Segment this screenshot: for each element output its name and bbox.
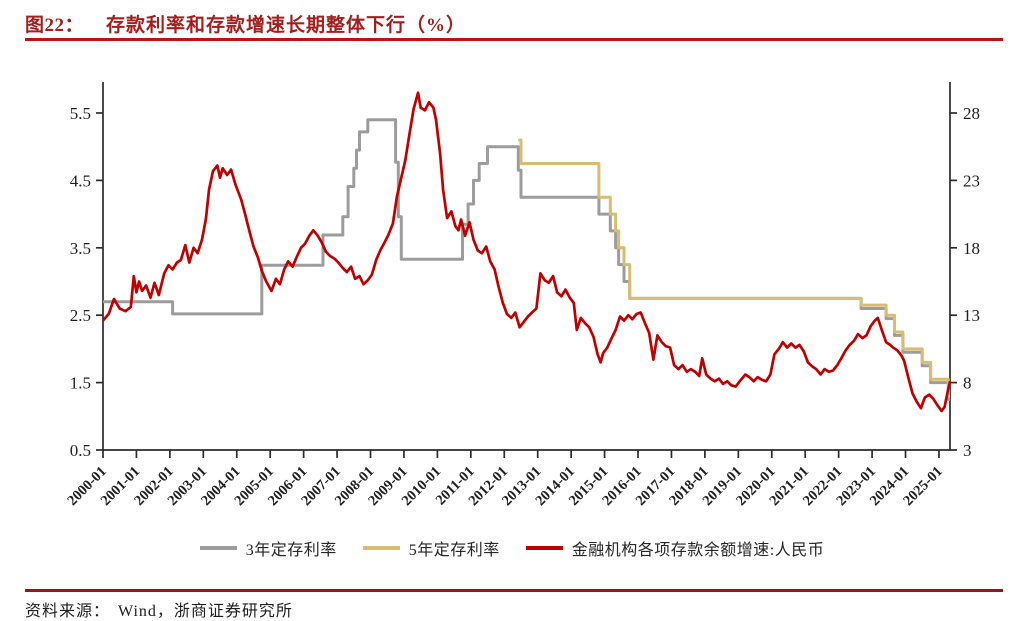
header-divider-rule <box>25 38 1003 41</box>
svg-text:23: 23 <box>963 171 980 190</box>
legend-item-3y: 3年定存利率 <box>199 536 337 560</box>
legend-label-deposit-growth: 金融机构各项存款余额增速:人民币 <box>571 542 825 559</box>
svg-text:3.5: 3.5 <box>70 239 91 258</box>
series-2-line <box>101 91 952 413</box>
svg-text:8: 8 <box>963 374 972 393</box>
legend-label-5y: 5年定存利率 <box>408 542 500 559</box>
svg-text:5.5: 5.5 <box>70 104 91 123</box>
svg-text:18: 18 <box>963 239 980 258</box>
legend-item-deposit-growth: 金融机构各项存款余额增速:人民币 <box>525 536 825 560</box>
figure-header: 图22： 存款利率和存款增速长期整体下行（%） <box>25 10 466 37</box>
source-text: Wind，浙商证券研究所 <box>118 603 293 620</box>
source-label: 资料来源： <box>25 603 111 620</box>
figure-title: 存款利率和存款增速长期整体下行（%） <box>106 15 467 36</box>
figure-number: 图22： <box>25 15 85 36</box>
source-line: 资料来源： Wind，浙商证券研究所 <box>25 597 293 621</box>
axes <box>102 82 951 451</box>
footer-divider-rule <box>25 589 1003 592</box>
series-0-line <box>103 118 950 401</box>
svg-text:1.5: 1.5 <box>70 374 91 393</box>
svg-text:28: 28 <box>963 104 980 123</box>
legend-label-3y: 3年定存利率 <box>245 542 337 559</box>
legend-swatch-5y-line <box>362 546 400 550</box>
svg-text:4.5: 4.5 <box>70 171 91 190</box>
svg-text:2.5: 2.5 <box>70 306 91 325</box>
legend-swatch-3y-line <box>199 546 237 550</box>
legend-swatch-deposit-growth-line <box>525 546 563 550</box>
svg-text:3: 3 <box>963 441 972 460</box>
legend-item-5y: 5年定存利率 <box>362 536 500 560</box>
chart-legend: 3年定存利率 5年定存利率 金融机构各项存款余额增速:人民币 <box>0 536 1024 560</box>
series-1-line <box>518 138 950 398</box>
svg-text:0.5: 0.5 <box>70 441 91 460</box>
svg-text:13: 13 <box>963 306 980 325</box>
